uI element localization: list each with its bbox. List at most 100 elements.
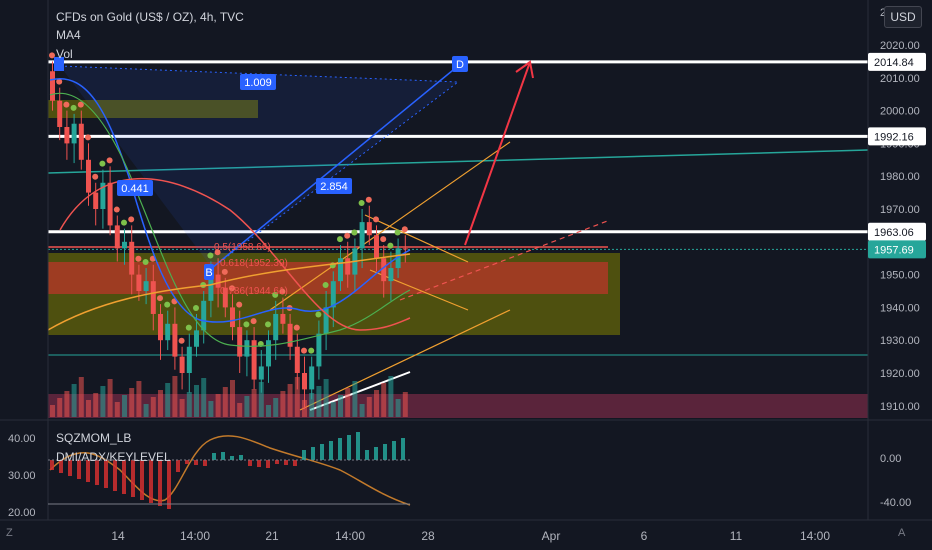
momentum-bar [248,460,252,466]
momentum-bar [50,460,54,470]
symbol-title[interactable]: CFDs on Gold (US$ / OZ), 4h, TVC [56,10,244,24]
candle-body [381,258,387,282]
signal-dot [387,242,394,249]
fib-label: 0.618(1952.39) [220,258,288,269]
candle-body [273,313,279,341]
candle-body [258,366,264,380]
candle-body [338,258,343,282]
volume-bar [316,386,322,417]
low-zone [48,394,868,418]
osc-right-tick: -40.00 [880,497,911,509]
signal-dot [250,318,257,325]
candle-body [107,182,113,226]
candle-body [129,241,135,275]
volume-bar [86,400,91,417]
signal-dot [265,321,271,328]
dmi-legend[interactable]: DMI/ADX/KEYLEVEL [56,450,171,464]
candle-body [50,71,55,101]
signal-dot [193,304,199,311]
signal-dot [106,157,113,164]
auto-scale-button[interactable]: A [898,527,906,539]
momentum-bar [167,460,171,509]
ma-green [49,92,411,347]
momentum-bar [257,460,261,467]
candle-body [345,258,351,275]
momentum-bar [365,450,369,460]
signal-dot [185,324,192,331]
momentum-bar [275,460,279,464]
momentum-bar [356,432,360,460]
volume-bar [294,377,300,417]
currency-selector[interactable]: USD [884,6,922,28]
signal-dot [308,347,315,354]
volume-bar [114,402,120,417]
price-tag-bg [868,127,926,146]
candle-body [388,268,394,282]
price-tag: 2014.84 [874,57,914,69]
projection-label: 2.854 [320,181,348,193]
candle-body [302,373,307,390]
x-tick-label: Apr [542,529,561,543]
momentum-bar [284,460,288,465]
volume-bar [280,391,286,417]
momentum-bar [158,460,162,506]
candle-body [186,346,192,373]
signal-dot [92,173,99,180]
volume-bar [222,387,228,417]
volume-bar [244,396,250,417]
y-tick-label: 1930.00 [880,335,920,347]
volume-bar [266,405,271,417]
momentum-bar [338,438,342,460]
candle-body [294,346,300,373]
projection-label-bg [117,180,153,196]
ma-legend[interactable]: MA4 [56,28,81,42]
momentum-bar [59,460,63,473]
signal-dot [70,104,77,111]
signal-dot [301,347,307,354]
candle-body [287,323,293,347]
volume-legend[interactable]: Vol [56,47,73,61]
sqzmom-legend[interactable]: SQZMOM_LB [56,431,132,445]
volume-bar [352,381,358,417]
candle-body [251,340,257,380]
signal-dot [243,321,250,328]
momentum-bar [140,460,144,500]
candle-body [158,313,163,341]
osc-left-tick: 40.00 [8,433,36,445]
volume-bar [381,383,387,417]
forecast-arrowhead [515,60,534,79]
momentum-bar [392,441,396,460]
volume-bar [150,397,156,417]
price-tag: 1992.16 [874,131,914,143]
momentum-bar [293,460,297,466]
channel-lower [299,309,511,411]
signal-dot [178,337,185,344]
momentum-bar [185,460,189,464]
volume-bar [100,386,106,417]
signal-dot [394,229,401,236]
x-tick-label: 28 [421,529,435,543]
projection-line [211,65,459,269]
zoom-button[interactable]: Z [6,527,13,539]
volume-bar [230,380,235,417]
signal-dot [128,216,135,223]
signal-dot [135,255,142,262]
candle-body [64,127,70,144]
y-tick-label: 1940.00 [880,302,920,314]
volume-bar [395,399,401,417]
x-tick-label: 14 [111,529,125,543]
projection-label-bg [316,178,352,194]
y-tick-label: 1910.00 [880,401,920,413]
candle-body [316,333,322,367]
signal-dot [293,324,300,331]
signal-dot [373,216,379,223]
signal-dot [337,236,343,243]
candle-body [165,323,171,341]
y-tick-label: 1980.00 [880,171,920,183]
volume-bar [71,384,77,417]
candle-body [150,281,156,314]
x-tick-label: 6 [641,529,648,543]
x-tick-label: 11 [730,529,743,543]
wedge-lower [369,269,469,311]
